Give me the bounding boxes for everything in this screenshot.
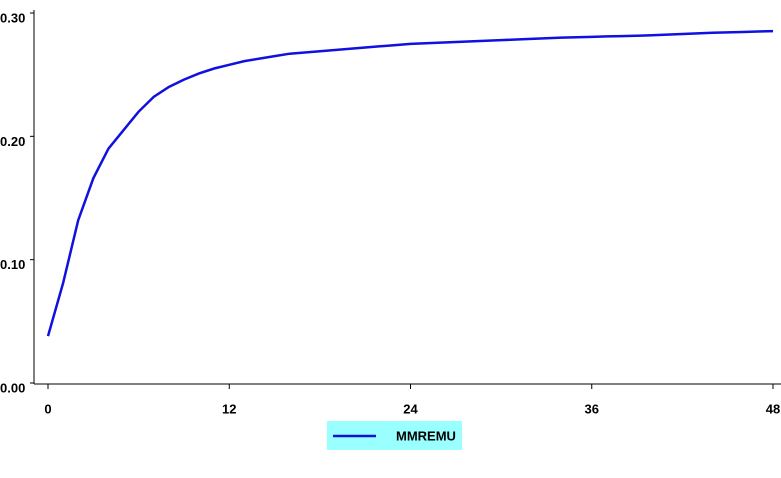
y-tick-label: 0.30 [0, 10, 25, 25]
y-tick-label: 0.10 [0, 257, 25, 272]
x-tick-label: 24 [403, 401, 418, 416]
line [46, 29, 774, 337]
x-tick-label: 48 [766, 401, 780, 416]
x-tick-label: 0 [44, 401, 51, 416]
x-tick-label: 36 [585, 401, 599, 416]
legend-label: MMREMU [396, 428, 456, 443]
y-tick-label: 0.00 [0, 380, 25, 395]
x-tick-label: 12 [222, 401, 236, 416]
y-tick-label: 0.20 [0, 134, 25, 149]
